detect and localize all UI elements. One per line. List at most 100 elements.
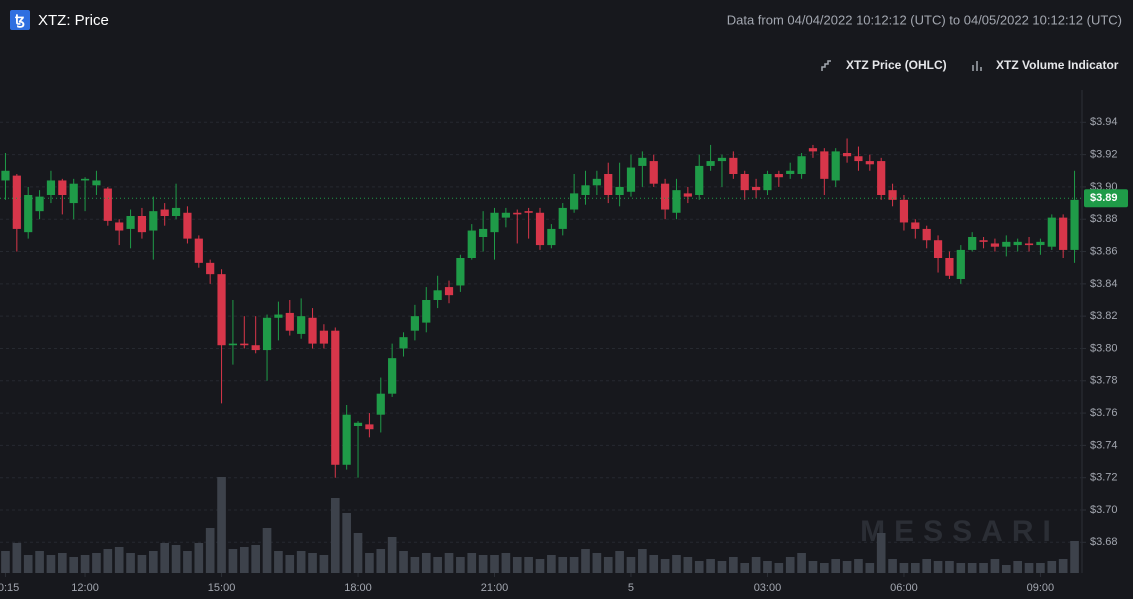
y-tick-label: $3.88 xyxy=(1090,213,1118,225)
candle-body xyxy=(672,190,681,213)
candle-body xyxy=(751,186,761,191)
candle-body xyxy=(103,188,112,221)
legend-label[interactable]: XTZ Volume Indicator xyxy=(996,58,1119,72)
volume-bar xyxy=(581,549,590,573)
candle-body xyxy=(399,337,408,349)
candle-body xyxy=(149,211,158,231)
candle-body xyxy=(160,209,169,216)
candle-body xyxy=(285,312,294,331)
candle-body xyxy=(92,180,101,186)
volume-bar xyxy=(69,557,79,573)
volume-bar xyxy=(23,555,33,573)
y-tick-label: $3.74 xyxy=(1090,439,1118,451)
volume-bar xyxy=(330,498,340,573)
y-tick-label: $3.80 xyxy=(1090,342,1118,354)
candle-body xyxy=(433,290,442,300)
volume-bar xyxy=(376,549,386,573)
volume-bar xyxy=(547,555,556,573)
candle-body xyxy=(444,287,454,296)
volume-bar xyxy=(683,557,693,573)
volume-bar xyxy=(717,561,727,573)
candle-body xyxy=(490,212,499,233)
candle-body xyxy=(376,393,385,415)
candle-body xyxy=(183,212,192,239)
candle-body xyxy=(854,156,863,162)
candle-body xyxy=(171,207,181,216)
candle-body xyxy=(501,212,510,218)
volume-bar xyxy=(706,559,715,573)
candle-body xyxy=(1024,243,1034,246)
legend-label[interactable]: XTZ Price (OHLC) xyxy=(846,58,947,72)
candle-body xyxy=(46,180,56,195)
volume-bar xyxy=(672,555,681,573)
candle-body xyxy=(58,180,67,195)
legend-icon xyxy=(821,60,831,71)
volume-bar xyxy=(501,553,511,573)
x-tick-label: 5 xyxy=(628,582,634,594)
y-tick-label: $3.94 xyxy=(1090,116,1118,128)
candle-body xyxy=(968,237,977,250)
volume-bar xyxy=(444,553,454,573)
candle-body xyxy=(990,243,1000,247)
logo-box xyxy=(10,10,30,30)
volume-bar xyxy=(740,563,750,573)
candle-body xyxy=(1047,217,1056,247)
candle-body xyxy=(865,161,874,165)
candle-body xyxy=(456,258,465,286)
volume-bar xyxy=(933,561,943,573)
volume-bar xyxy=(1070,541,1079,573)
candle-body xyxy=(1,170,10,181)
volume-bar xyxy=(387,537,397,573)
candle-body xyxy=(945,258,954,276)
volume-bar xyxy=(956,563,966,573)
candle-body xyxy=(467,230,476,258)
y-tick-label: $3.82 xyxy=(1090,310,1118,322)
candle-body xyxy=(251,345,260,351)
volume-bar xyxy=(467,553,477,573)
volume-bar xyxy=(478,555,488,573)
y-tick-label: $3.68 xyxy=(1090,536,1118,548)
candle-body xyxy=(12,175,21,229)
candle-body xyxy=(888,190,897,200)
volume-bar xyxy=(1,551,10,573)
volume-bar xyxy=(603,557,613,573)
logo: ꜩ xyxy=(15,12,25,29)
candle-body xyxy=(513,212,522,215)
volume-bar xyxy=(296,551,306,573)
candle-body xyxy=(547,228,556,246)
candle-body xyxy=(69,183,78,204)
candle-body xyxy=(649,161,658,184)
volume-bar xyxy=(262,528,272,573)
candle-body xyxy=(717,157,727,162)
volume-bar xyxy=(183,551,192,573)
volume-bar xyxy=(808,561,818,573)
y-tick-label: $3.72 xyxy=(1090,472,1118,484)
volume-bar xyxy=(535,559,545,573)
candle-body xyxy=(194,238,203,263)
candle-body xyxy=(877,161,886,195)
candle-body xyxy=(956,249,965,279)
candle-body xyxy=(115,222,124,231)
volume-bar xyxy=(751,557,761,573)
volume-bar xyxy=(421,553,431,573)
candle-body xyxy=(570,193,579,210)
volume-bar xyxy=(638,549,647,573)
volume-bar xyxy=(1001,565,1011,573)
candle-body xyxy=(774,174,783,178)
volume-bar xyxy=(854,559,863,573)
volume-bar xyxy=(114,547,124,573)
candle-body xyxy=(479,228,488,237)
y-tick-label: $3.76 xyxy=(1090,407,1118,419)
volume-bar xyxy=(842,561,852,573)
candle-body xyxy=(683,193,692,197)
volume-bar xyxy=(410,557,420,573)
candle-body xyxy=(638,157,647,166)
volume-bar xyxy=(171,545,181,573)
candle-body xyxy=(137,216,147,233)
candle-body xyxy=(365,424,374,430)
volume-bar xyxy=(558,557,568,573)
volume-bar xyxy=(103,549,113,573)
candle-body xyxy=(604,174,613,195)
candle-body xyxy=(206,262,215,275)
volume-bar xyxy=(58,553,67,573)
